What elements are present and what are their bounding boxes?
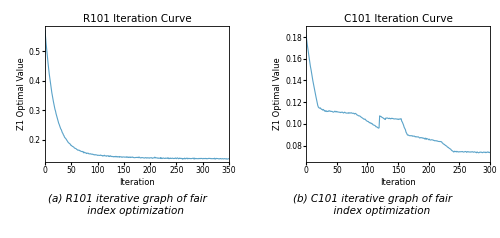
Text: (b) C101 iterative graph of fair
      index optimization: (b) C101 iterative graph of fair index o…	[293, 194, 452, 216]
X-axis label: Iteration: Iteration	[119, 178, 155, 187]
Y-axis label: Z1 Optimal Value: Z1 Optimal Value	[274, 58, 282, 130]
Title: C101 Iteration Curve: C101 Iteration Curve	[344, 14, 452, 24]
Text: (a) R101 iterative graph of fair
     index optimization: (a) R101 iterative graph of fair index o…	[48, 194, 207, 216]
Y-axis label: Z1 Optimal Value: Z1 Optimal Value	[17, 58, 26, 130]
Title: R101 Iteration Curve: R101 Iteration Curve	[82, 14, 192, 24]
X-axis label: Iteration: Iteration	[380, 178, 416, 187]
